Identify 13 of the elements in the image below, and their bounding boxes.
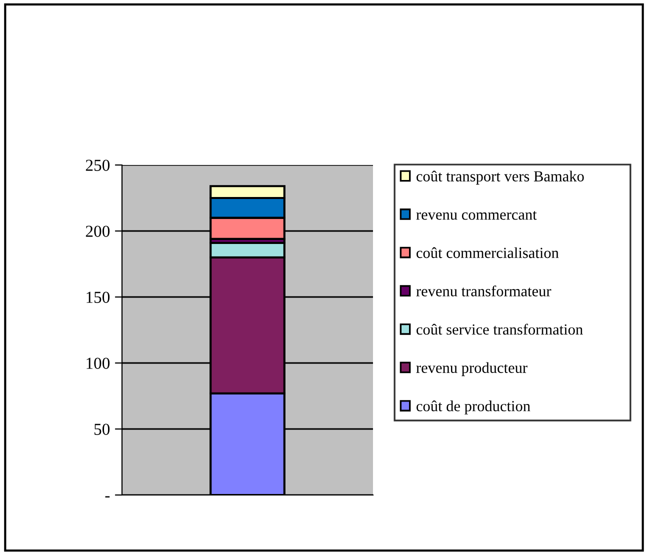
y-tick-label: - <box>105 496 110 498</box>
legend-label: revenu transformateur <box>416 285 552 296</box>
legend-label: revenu commercant <box>416 211 537 220</box>
y-tick-label: 100 <box>86 358 110 369</box>
legend-label: coût service transformation <box>416 324 583 335</box>
y-tick-label: 200 <box>86 226 110 237</box>
legend-label: revenu producteur <box>416 362 528 376</box>
legend-label: coût de production <box>416 400 530 414</box>
y-tick-label: 250 <box>86 160 110 171</box>
y-tick-label: 150 <box>86 292 110 303</box>
legend-label: coût transport vers Bamako <box>416 170 584 185</box>
y-tick-label: 50 <box>94 424 110 435</box>
legend-label: coût commercialisation <box>416 247 559 258</box>
